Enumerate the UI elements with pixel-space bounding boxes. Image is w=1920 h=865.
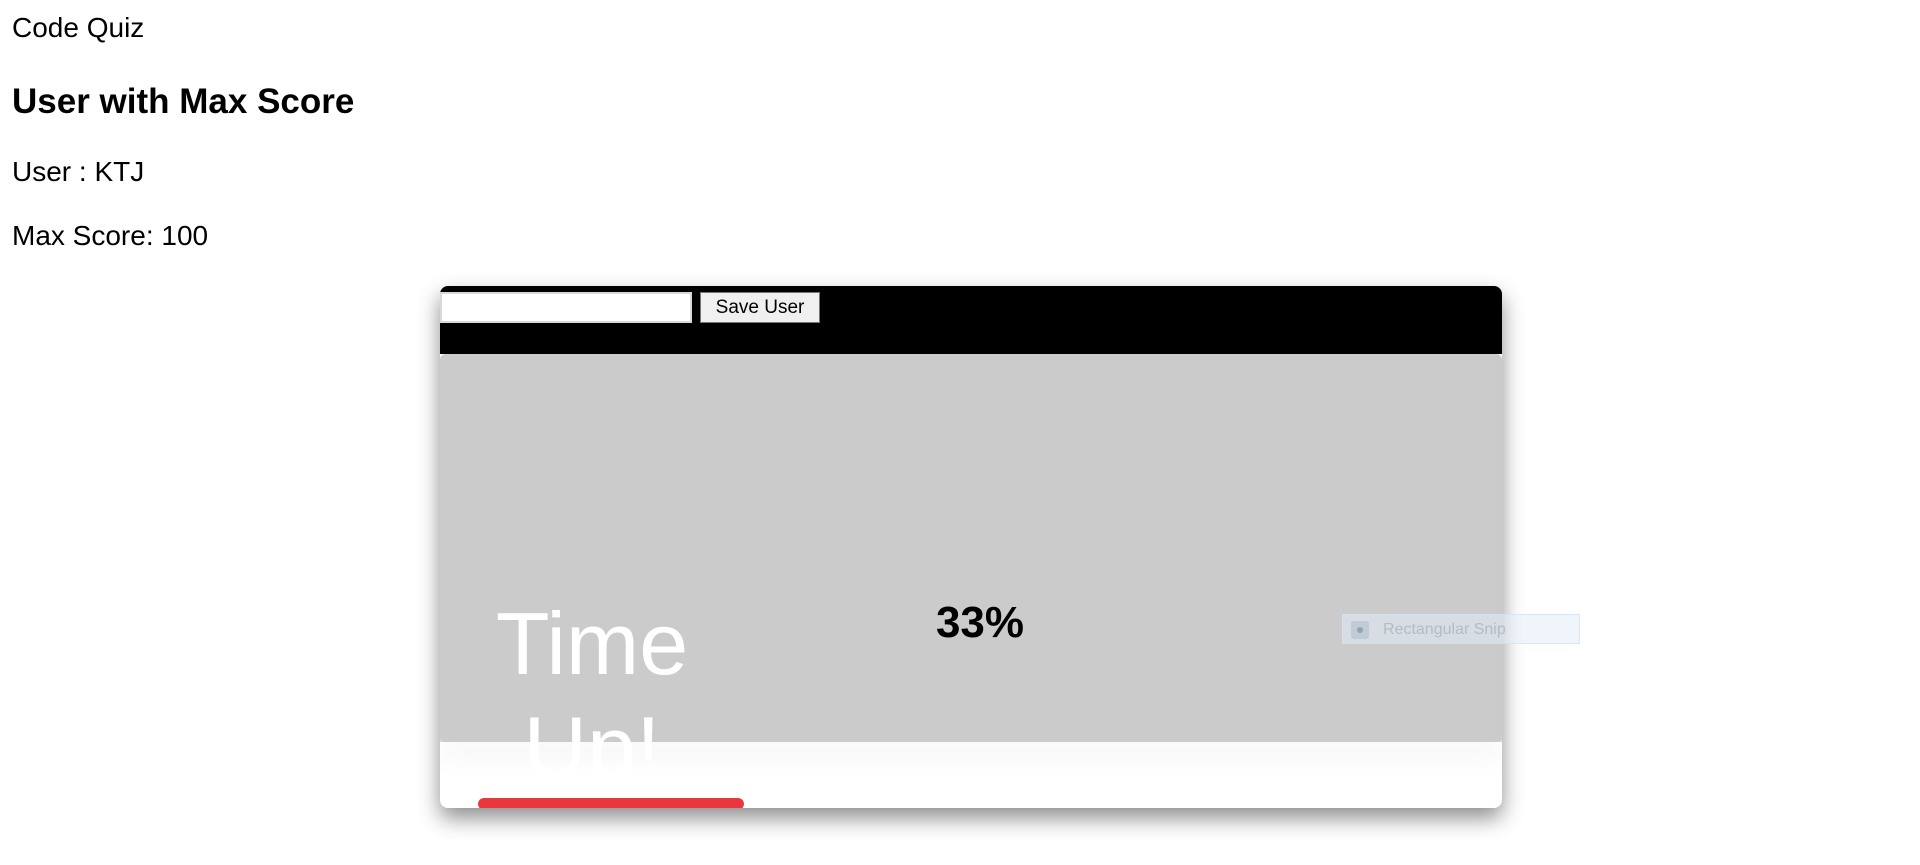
quiz-card: Save User Time Up! 33% <box>440 286 1502 808</box>
snip-mode-label: Rectangular Snip <box>1383 621 1506 638</box>
leaderboard-heading: User with Max Score <box>12 82 355 121</box>
leaderboard-max-score: Max Score: 100 <box>12 220 209 251</box>
quiz-card-topbar: Save User <box>440 286 1502 354</box>
timer-bar <box>478 798 744 808</box>
quiz-result-panel <box>440 354 1502 742</box>
leaderboard-user: User : KTJ <box>12 156 145 187</box>
score-percent: 33% <box>935 598 1025 647</box>
user-name-input[interactable] <box>440 292 692 323</box>
snip-mode-icon <box>1351 621 1369 639</box>
rectangular-snip-overlay[interactable]: Rectangular Snip <box>1342 614 1580 644</box>
card-bottom-fade <box>440 742 1502 784</box>
save-user-button[interactable]: Save User <box>700 292 820 323</box>
page-brand: Code Quiz <box>12 12 145 43</box>
